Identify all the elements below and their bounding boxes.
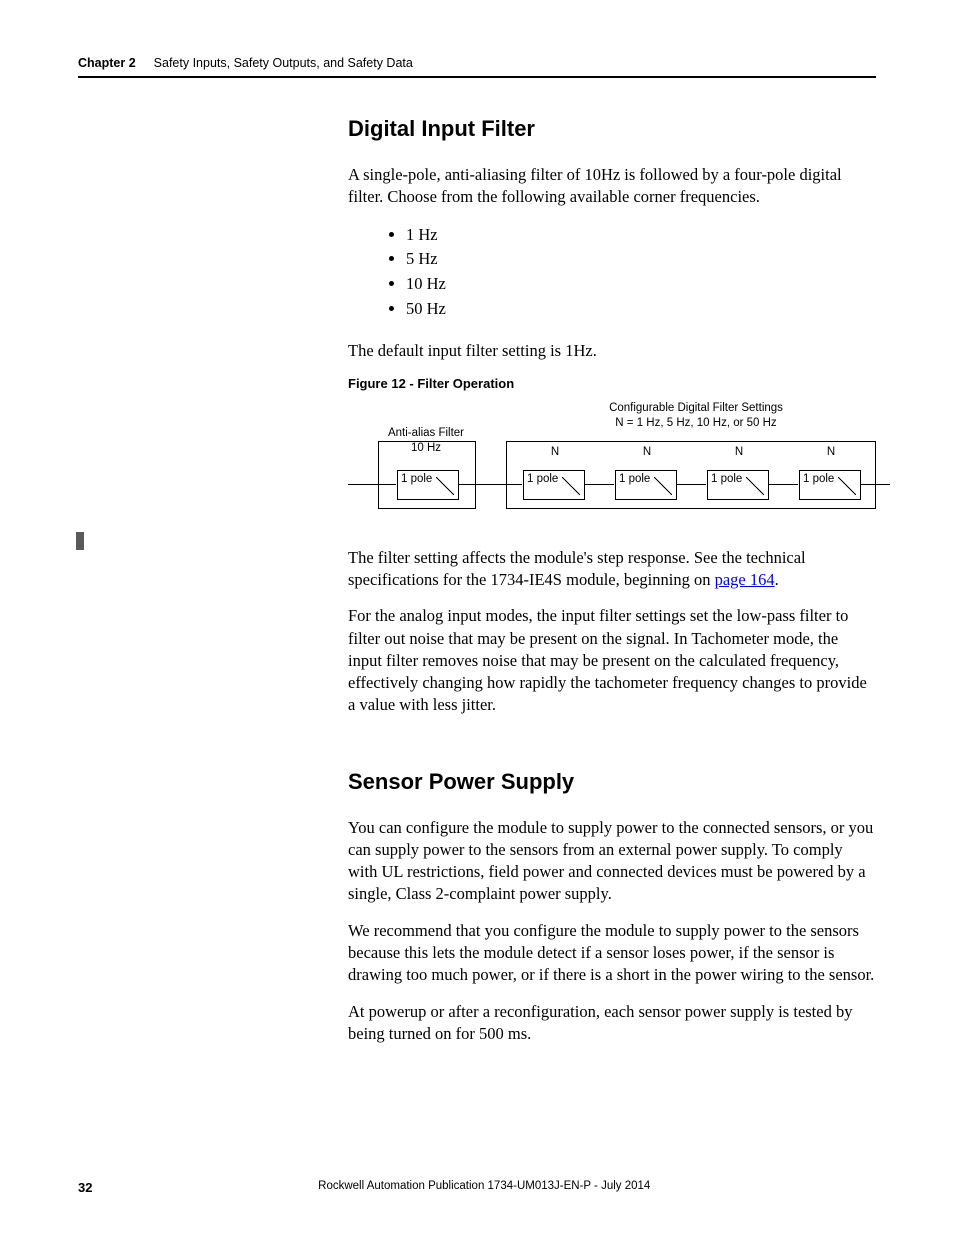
paragraph: The filter setting affects the module's … (348, 547, 876, 592)
filter-diagram: Anti-alias Filter 10 Hz Configurable Dig… (348, 401, 876, 521)
page-footer: 32 Rockwell Automation Publication 1734-… (78, 1180, 876, 1195)
n-label: N (703, 446, 775, 458)
config-filter-label: Configurable Digital Filter Settings N =… (576, 401, 816, 431)
paragraph: For the analog input modes, the input fi… (348, 605, 876, 716)
wire-icon (676, 484, 706, 485)
paragraph: At powerup or after a reconfiguration, e… (348, 1001, 876, 1046)
publication-id: Rockwell Automation Publication 1734-UM0… (318, 1180, 650, 1195)
list-item: 5 Hz (406, 247, 876, 272)
label-text: Anti-alias Filter (388, 427, 464, 439)
paragraph: The default input filter setting is 1Hz. (348, 340, 876, 362)
wire-icon (458, 484, 522, 485)
pole-block: 1 pole (707, 470, 769, 500)
pole-block: 1 pole (615, 470, 677, 500)
pole-block: 1 pole (799, 470, 861, 500)
figure-caption: Figure 12 - Filter Operation (348, 376, 876, 391)
pole-label: 1 pole (401, 473, 432, 485)
n-label: N (795, 446, 867, 458)
section-heading-sensor-power-supply: Sensor Power Supply (348, 769, 876, 795)
list-item: 50 Hz (406, 297, 876, 322)
pole-label: 1 pole (711, 473, 742, 485)
pole-label: 1 pole (619, 473, 650, 485)
paragraph: You can configure the module to supply p… (348, 817, 876, 906)
n-label: N (519, 446, 591, 458)
change-bar-icon (76, 532, 84, 550)
chapter-title: Safety Inputs, Safety Outputs, and Safet… (154, 56, 413, 70)
section-heading-digital-input-filter: Digital Input Filter (348, 116, 876, 142)
pole-label: 1 pole (803, 473, 834, 485)
pole-label: 1 pole (527, 473, 558, 485)
content-column: Digital Input Filter A single-pole, anti… (348, 116, 876, 1045)
chapter-label: Chapter 2 (78, 56, 136, 70)
figure-12: Figure 12 - Filter Operation Anti-alias … (348, 376, 876, 521)
running-header: Chapter 2 Safety Inputs, Safety Outputs,… (78, 56, 876, 78)
page-164-link[interactable]: page 164 (715, 570, 775, 589)
spacer (348, 731, 876, 769)
pole-block: 1 pole (523, 470, 585, 500)
wire-icon (860, 484, 890, 485)
frequency-list: 1 Hz 5 Hz 10 Hz 50 Hz (406, 223, 876, 322)
wire-icon (768, 484, 798, 485)
n-label: N (611, 446, 683, 458)
list-item: 1 Hz (406, 223, 876, 248)
text-run: . (775, 570, 779, 589)
anti-alias-group-box: 1 pole (378, 441, 476, 509)
paragraph: We recommend that you configure the modu… (348, 920, 876, 987)
list-item: 10 Hz (406, 272, 876, 297)
paragraph: A single-pole, anti-aliasing filter of 1… (348, 164, 876, 209)
wire-icon (584, 484, 614, 485)
digital-filter-group-box: N N N N 1 pole 1 pole 1 pole 1 pole (506, 441, 876, 509)
wire-icon (348, 484, 396, 485)
label-text: Configurable Digital Filter Settings (609, 402, 783, 414)
label-text: N = 1 Hz, 5 Hz, 10 Hz, or 50 Hz (615, 417, 776, 429)
pole-block: 1 pole (397, 470, 459, 500)
page-number: 32 (78, 1180, 92, 1195)
page: Chapter 2 Safety Inputs, Safety Outputs,… (0, 0, 954, 1235)
